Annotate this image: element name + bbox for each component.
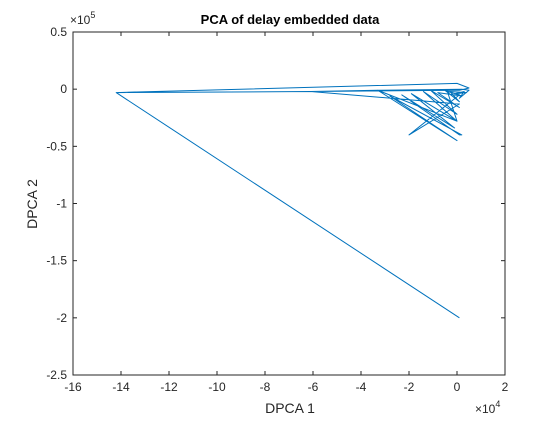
x-tick-label: 2 [502,380,509,394]
series-line-0 [115,82,470,319]
x-tick-label: 0 [454,380,461,394]
x-tick-label: -6 [308,380,319,394]
y-axis-label: DPCA 2 [24,179,40,229]
y-tick-label: -2.5 [46,368,67,382]
y-tick-label: -0.5 [46,139,67,153]
x-exponent-base: ×10 [475,402,496,416]
x-tick-label: -2 [404,380,415,394]
chart-title: PCA of delay embedded data [201,12,380,27]
y-tick-label: -1 [56,197,67,211]
x-axis-label: DPCA 1 [265,400,315,416]
x-axis-exponent: ×104 [475,399,500,416]
x-exponent-power: 4 [495,399,500,409]
y-exponent-base: ×10 [70,13,91,27]
x-tick-label: -4 [356,380,367,394]
svg-text:×105: ×105 [70,10,95,27]
y-tick-label: 0 [60,82,67,96]
y-exponent-power: 5 [90,10,95,20]
svg-text:×104: ×104 [475,399,500,416]
axes-layer: -16 -14 -12 -10 -8 -6 -4 -2 0 2 0.5 0 -0.5 -1 -1.5 -2 -2… [46,25,508,394]
x-tick-label: -8 [260,380,271,394]
x-tick-label: -16 [64,380,82,394]
x-tick-label: -10 [208,380,226,394]
y-tick-label: 0.5 [50,25,67,39]
x-tick-label: -14 [112,380,130,394]
x-tick-label: -12 [160,380,178,394]
y-axis-exponent: ×105 [70,10,95,27]
y-tick-label: -2 [56,311,67,325]
y-tick-label: -1.5 [46,254,67,268]
series-layer [115,82,470,319]
